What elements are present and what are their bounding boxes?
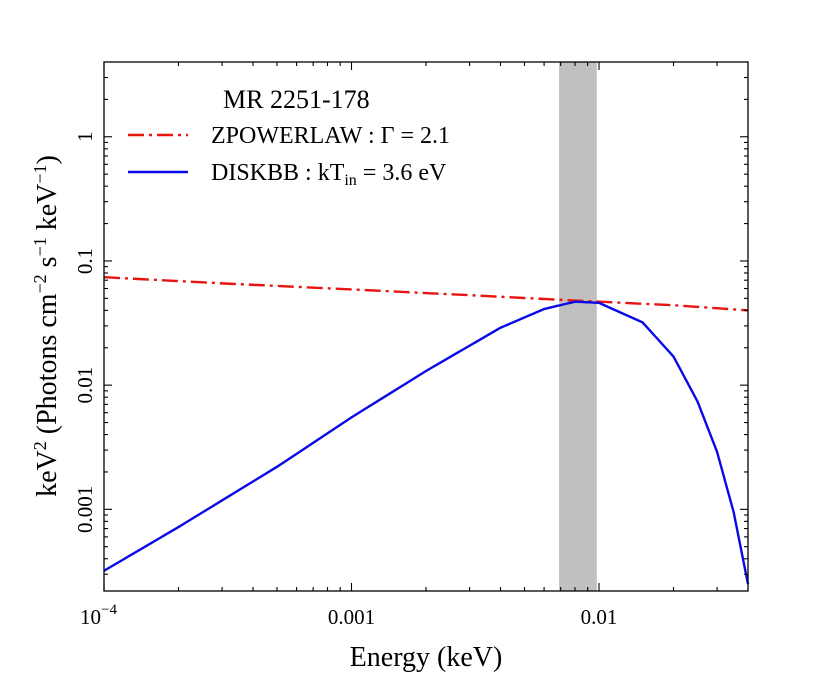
legend: MR 2251-178 ZPOWERLAW : Γ = 2.1 DISKBB :… [128, 85, 450, 189]
y-tick-label: 0.001 [73, 486, 97, 533]
y-tick-label: 0.1 [73, 248, 97, 274]
x-tick-label: 0.001 [328, 605, 375, 629]
x-tick-label: 0.01 [581, 605, 618, 629]
shaded-band [559, 62, 597, 591]
tick-layer: 10−4 0.001 0.01 0.001 0.01 0.1 1 [73, 62, 748, 629]
y-tick-label: 0.01 [73, 367, 97, 404]
series-layer [103, 276, 750, 585]
legend-label-zpowerlaw: ZPOWERLAW : Γ = 2.1 [211, 123, 450, 149]
legend-title: MR 2251-178 [223, 85, 370, 114]
x-axis-title: Energy (keV) [350, 642, 503, 673]
legend-label-diskbb: DISKBB : kTin = 3.6 eV [211, 160, 447, 189]
y-tick-label: 1 [73, 132, 97, 143]
series-line-zpowerlaw [103, 276, 749, 312]
x-tick-label: 10−4 [80, 602, 117, 629]
band-layer [559, 62, 597, 591]
y-axis-title: keV2 (Photons cm−2 s−1 keV−1) [30, 155, 63, 497]
series-line-diskbb [103, 300, 750, 585]
